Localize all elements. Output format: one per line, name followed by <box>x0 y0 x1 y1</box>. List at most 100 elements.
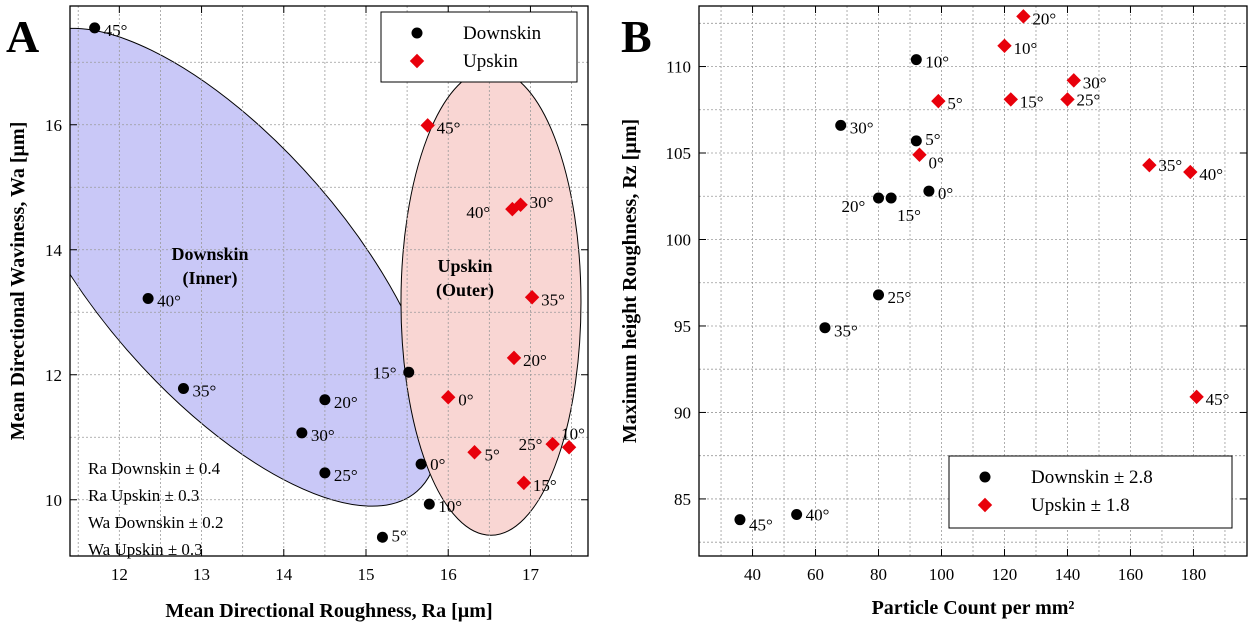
x-tick-label: 40 <box>744 565 761 584</box>
x-tick-label: 13 <box>193 565 210 584</box>
upskin-point <box>912 147 927 162</box>
upskin-point <box>1189 389 1204 405</box>
downskin-point <box>423 498 435 510</box>
upskin-point <box>505 201 520 217</box>
downskin-point <box>791 508 803 520</box>
y-tick-label: 10 <box>45 491 62 510</box>
uncertainty-note: Ra Downskin ± 0.4 <box>88 459 221 478</box>
point-label: 35° <box>192 382 216 401</box>
downskin-point <box>142 293 154 304</box>
downskin-region-label: Downskin <box>171 244 248 264</box>
downskin-region <box>70 27 440 507</box>
downskin-point <box>923 185 935 197</box>
point-label: 0° <box>938 184 953 203</box>
y-tick-label: 12 <box>45 366 62 385</box>
y-tick-label: 95 <box>674 317 691 336</box>
point-label: 30° <box>311 426 335 445</box>
downskin-point <box>89 22 101 34</box>
y-tick-label: 110 <box>666 58 691 77</box>
point-label: 0° <box>928 154 943 173</box>
downskin-point <box>835 119 847 131</box>
uncertainty-note: Ra Upskin ± 0.3 <box>88 486 199 505</box>
downskin-point <box>319 467 331 479</box>
uncertainty-note: Wa Downskin ± 0.2 <box>88 513 223 532</box>
point-label: 30° <box>850 118 874 137</box>
downskin-point <box>910 54 922 66</box>
point-label: 25° <box>1076 90 1100 109</box>
legend-label: Downskin <box>463 23 542 44</box>
y-tick-label: 85 <box>674 490 691 509</box>
legend-marker <box>409 53 425 69</box>
legend: Downskin Upskin <box>380 11 578 83</box>
upskin-point <box>931 93 946 109</box>
upskin-point <box>516 475 532 491</box>
plot-frame <box>698 5 1248 557</box>
point-label: 45° <box>104 21 128 40</box>
panel-letter: A <box>6 11 39 62</box>
series-upskin: 0° 5° 10° 15° 20° 25° 30° 35° 40° 45° <box>420 118 585 495</box>
upskin-point <box>420 118 435 133</box>
point-label: 40° <box>157 292 181 311</box>
panel-b: B 40 60 80 100 120 140 160 180 85 90 95 100 105 110 Par… <box>619 5 1248 619</box>
y-axis-title: Mean Directional Waviness, Wa [µm] <box>7 122 29 441</box>
downskin-point <box>415 458 427 470</box>
legend-box <box>948 455 1233 529</box>
point-label: 40° <box>1199 165 1223 184</box>
point-label: 35° <box>1158 156 1182 175</box>
point-label: 5° <box>485 445 500 464</box>
downskin-point <box>296 427 308 439</box>
point-label: 20° <box>334 393 358 412</box>
legend-marker <box>977 497 993 513</box>
x-tick-label: 14 <box>275 565 293 584</box>
x-tick-label: 100 <box>929 565 955 584</box>
downskin-point <box>873 192 885 204</box>
point-label: 35° <box>541 290 565 309</box>
y-tick-label: 16 <box>45 116 62 135</box>
upskin-region-label: Upskin <box>437 256 492 276</box>
point-label: 40° <box>806 505 830 524</box>
point-label: 35° <box>834 322 858 341</box>
y-tick-label: 105 <box>666 144 692 163</box>
point-label: 15° <box>533 476 557 495</box>
legend-label: Upskin <box>463 51 518 72</box>
x-tick-label: 16 <box>440 565 457 584</box>
plot-frame <box>69 5 589 557</box>
series-downskin: 0° 5° 10° 15° 20° 25° 30° 35° 40° 45° <box>89 21 462 545</box>
y-tick-label: 100 <box>666 230 692 249</box>
x-axis-title: Particle Count per mm² <box>872 597 1075 619</box>
legend-marker <box>411 27 423 39</box>
upskin-region-label: (Outer) <box>436 280 494 301</box>
upskin-point <box>441 390 456 405</box>
point-label: 10° <box>925 53 949 72</box>
point-label: 20° <box>1032 9 1056 28</box>
point-label: 15° <box>1020 92 1044 111</box>
x-tick-label: 12 <box>111 565 128 584</box>
upskin-point <box>1003 92 1018 107</box>
upskin-point <box>1142 157 1157 173</box>
ticks: 40 60 80 100 120 140 160 180 85 90 95 100 105 110 <box>666 6 1247 584</box>
point-label: 5° <box>947 94 962 113</box>
upskin-point <box>1016 9 1031 24</box>
series-downskin: 0° 5° 10° 15° 20° 25° 30° 35° 40° 45° <box>734 53 953 535</box>
panel-a: A Downskin (Inner) Upskin (Outer) 12 13 14 15 16 1… <box>6 5 589 622</box>
point-label: 45° <box>749 516 773 535</box>
point-label: 10° <box>561 424 585 443</box>
upskin-point <box>1183 164 1198 180</box>
x-axis-title: Mean Directional Roughness, Ra [µm] <box>165 600 492 622</box>
point-label: 25° <box>519 435 543 454</box>
point-label: 25° <box>888 288 912 307</box>
point-label: 40° <box>466 203 490 222</box>
point-label: 30° <box>530 193 554 212</box>
downskin-point <box>403 366 415 378</box>
legend: Downskin ± 2.8 Upskin ± 1.8 <box>948 455 1233 529</box>
point-label: 5° <box>925 130 940 149</box>
downskin-region-label: (Inner) <box>183 268 238 289</box>
upskin-point <box>467 445 482 460</box>
point-label: 10° <box>438 497 462 516</box>
point-label: 25° <box>334 466 358 485</box>
point-label: 45° <box>1206 390 1230 409</box>
upskin-point <box>561 440 577 455</box>
point-label: 15° <box>373 363 397 382</box>
point-label: 20° <box>523 351 547 370</box>
